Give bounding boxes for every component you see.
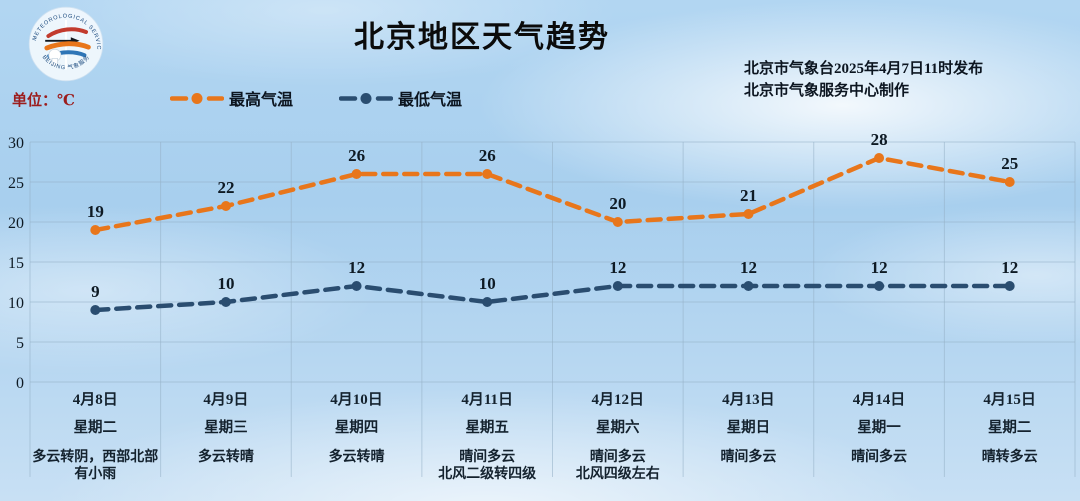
y-axis-tick-label: 10 — [8, 295, 24, 312]
legend-item: 最低气温 — [339, 86, 462, 110]
y-axis-tick-label: 5 — [16, 335, 24, 352]
data-point-value-label: 12 — [348, 258, 365, 277]
day-column: 4月11日星期五晴间多云 北风二级转四级 — [422, 388, 553, 483]
issue-info-line1: 北京市气象台2025年4月7日11时发布 — [744, 61, 984, 77]
data-point-value-label: 12 — [1001, 258, 1018, 277]
data-point-marker — [743, 209, 754, 219]
day-date-label: 4月15日 — [983, 392, 1036, 408]
data-point-marker — [1004, 281, 1015, 291]
issue-info: 北京市气象台2025年4月7日11时发布 北京市气象服务中心制作 — [744, 58, 983, 102]
day-column: 4月12日星期六晴间多云 北风四级左右 — [553, 388, 684, 483]
day-date-label: 4月13日 — [722, 392, 775, 408]
day-column: 4月13日星期日晴间多云 — [683, 388, 814, 483]
data-point-marker — [612, 281, 623, 291]
day-weekday-label: 星期五 — [465, 420, 509, 436]
day-column: 4月10日星期四多云转晴 — [291, 388, 422, 483]
data-point-value-label: 25 — [1001, 154, 1018, 173]
y-axis-tick-label: 20 — [8, 215, 24, 232]
data-point-value-label: 21 — [740, 186, 757, 205]
day-weather-label: 晴间多云 — [720, 450, 777, 465]
chart-legend: 最高气温 最低气温 — [170, 86, 462, 110]
data-point-marker — [90, 305, 101, 315]
legend-line-marker-icon — [339, 92, 394, 104]
data-point-value-label: 9 — [91, 282, 100, 301]
day-date-label: 4月14日 — [852, 392, 906, 408]
day-column: 4月8日星期二多云转阴，西部北部 有小雨 — [30, 388, 161, 483]
day-weather-label: 晴间多云 — [851, 450, 908, 465]
day-column: 4月9日星期三多云转晴 — [161, 388, 292, 483]
data-point-marker — [743, 281, 754, 291]
series-line — [93, 155, 1012, 233]
data-point-marker — [612, 217, 623, 227]
y-axis-tick-label: 15 — [8, 255, 24, 272]
day-date-label: 4月9日 — [203, 392, 249, 408]
data-point-value-label: 28 — [871, 130, 888, 149]
legend-label: 最高气温 — [229, 92, 294, 109]
legend-line-marker-icon — [170, 92, 224, 104]
data-point-value-label: 19 — [87, 202, 104, 221]
y-axis-tick-label: 0 — [16, 375, 24, 392]
data-point-marker — [351, 169, 362, 179]
data-point-marker — [220, 297, 231, 307]
day-weekday-label: 星期二 — [73, 420, 118, 436]
day-table: 4月8日 星期二 多云转阴，西部北部 有小雨 4月9日 星期三 多云转晴 4月10日 星期四多… — [30, 388, 1075, 483]
data-point-value-label: 12 — [871, 258, 888, 277]
series-line — [93, 283, 1012, 313]
day-weekday-label: 星期日 — [726, 420, 771, 436]
data-point-value-label: 10 — [217, 274, 234, 293]
data-point-marker — [1004, 177, 1015, 187]
day-weekday-label: 星期六 — [596, 420, 640, 436]
data-point-marker — [482, 297, 493, 307]
issue-info-line2: 北京市气象服务中心制作 — [744, 83, 910, 99]
day-weekday-label: 星期三 — [204, 420, 248, 436]
data-point-marker — [482, 169, 493, 179]
logo-red-swoosh — [46, 27, 88, 38]
day-date-label: 4月12日 — [591, 392, 645, 408]
page-title: 北京地区天气趋势 — [354, 21, 610, 54]
y-axis-tick-label: 25 — [8, 175, 24, 192]
data-point-value-label: 12 — [740, 258, 757, 277]
logo-observatory-base — [51, 58, 58, 66]
y-axis-tick-label: 30 — [8, 135, 24, 152]
day-date-label: 4月10日 — [330, 392, 383, 408]
data-point-value-label: 12 — [609, 258, 626, 277]
unit-label: 单位：℃ — [12, 93, 75, 109]
day-column: 4月14日星期一晴间多云 — [814, 388, 945, 483]
day-date-label: 4月8日 — [72, 392, 118, 408]
day-weather-label: 多云转晴 — [328, 450, 385, 465]
data-point-value-label: 26 — [348, 146, 365, 165]
data-point-value-label: 26 — [479, 146, 496, 165]
day-weather-label: 晴转多云 — [981, 450, 1038, 465]
data-point-marker — [874, 153, 885, 163]
legend-item: 最高气温 — [170, 86, 293, 110]
data-point-marker — [874, 281, 885, 291]
day-weekday-label: 星期四 — [334, 420, 379, 436]
legend-label: 最低气温 — [398, 92, 463, 109]
data-point-marker — [351, 281, 362, 291]
day-date-label: 4月11日 — [461, 392, 514, 408]
data-point-value-label: 20 — [609, 194, 626, 213]
day-weather-label: 晴间多云 北风二级转四级 — [438, 450, 537, 482]
data-point-value-label: 22 — [217, 178, 234, 197]
logo-orange-swoosh — [44, 41, 91, 51]
day-weather-label: 晴间多云 北风四级左右 — [575, 450, 660, 482]
day-weekday-label: 星期二 — [987, 420, 1032, 436]
day-column: 4月15日星期二晴转多云 — [944, 388, 1075, 483]
day-weather-label: 多云转阴，西部北部 有小雨 — [32, 450, 159, 482]
beijing-meteorological-service-logo: METEOROLOGICAL SERVICE BEIJING 气象服务 — [25, 4, 104, 82]
data-point-marker — [220, 201, 231, 211]
day-weather-label: 多云转晴 — [197, 450, 254, 465]
data-point-value-label: 10 — [479, 274, 496, 293]
data-point-marker — [90, 225, 101, 235]
day-weekday-label: 星期一 — [857, 420, 901, 436]
